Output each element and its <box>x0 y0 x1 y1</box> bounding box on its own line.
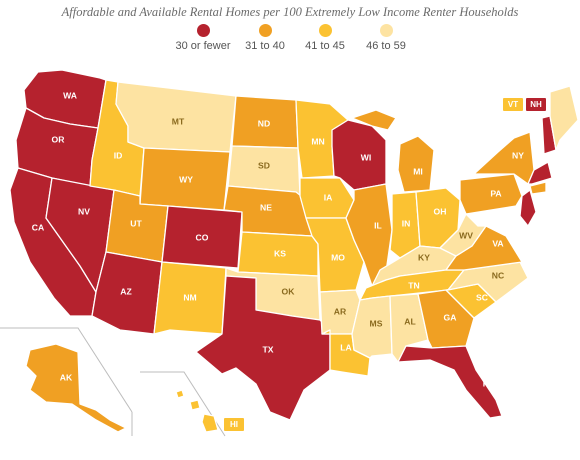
state-label-al: AL <box>404 316 415 326</box>
state-label-nc: NC <box>492 270 504 280</box>
state-label-nm: NM <box>183 292 196 302</box>
legend: 30 or fewer 31 to 40 41 to 45 46 to 59 <box>0 24 580 60</box>
state-label-la: LA <box>340 342 351 352</box>
state-label-wi: WI <box>361 152 372 162</box>
state-ks[interactable] <box>237 231 319 277</box>
tag-nh-label: NH <box>530 100 542 109</box>
state-label-ok: OK <box>282 286 296 296</box>
state-label-wy: WY <box>179 174 193 184</box>
state-label-mo: MO <box>331 252 345 262</box>
tag-nh: NH <box>526 98 546 111</box>
state-label-ar: AR <box>334 306 347 316</box>
state-label-ia: IA <box>324 192 333 202</box>
state-label-il: IL <box>374 220 382 230</box>
state-label-ms: MS <box>370 318 383 328</box>
state-label-ca: CA <box>32 222 44 232</box>
state-label-fl: FL <box>483 378 494 388</box>
state-label-ny: NY <box>512 150 524 160</box>
state-label-wa: WA <box>63 90 77 100</box>
legend-item-31-to-40: 31 to 40 <box>220 24 310 52</box>
state-label-va: VA <box>492 238 503 248</box>
state-label-ak: AK <box>60 372 73 382</box>
state-label-ks: KS <box>274 248 286 258</box>
state-label-co: CO <box>196 232 209 242</box>
inset-frame <box>0 327 226 437</box>
state-il[interactable] <box>345 183 393 287</box>
legend-label: 41 to 45 <box>305 40 345 52</box>
legend-swatch <box>196 24 210 37</box>
state-label-oh: OH <box>434 206 447 216</box>
state-label-wv: WV <box>459 230 473 240</box>
legend-label: 46 to 59 <box>366 40 406 52</box>
legend-label: 31 to 40 <box>245 40 285 52</box>
state-label-id: ID <box>114 150 123 160</box>
state-label-tx: TX <box>263 344 274 354</box>
state-label-tn: TN <box>408 280 419 290</box>
state-label-sc: SC <box>476 292 488 302</box>
state-label-mi: MI <box>413 166 423 176</box>
state-label-ne: NE <box>260 202 272 212</box>
tag-vt-label: VT <box>508 100 518 109</box>
state-ny[interactable] <box>473 131 535 185</box>
state-label-nv: NV <box>78 206 90 216</box>
state-ma-area[interactable] <box>527 161 553 185</box>
legend-swatch <box>258 24 272 37</box>
state-label-nd: ND <box>258 118 270 128</box>
legend-item-41-to-45: 41 to 45 <box>280 24 370 52</box>
legend-swatch <box>318 24 332 37</box>
state-label-pa: PA <box>490 188 501 198</box>
state-label-ga: GA <box>444 312 457 322</box>
legend-item-46-to-59: 46 to 59 <box>341 24 431 52</box>
tag-vt: VT <box>503 98 523 111</box>
state-label-or: OR <box>52 134 66 144</box>
state-label-sd: SD <box>258 160 270 170</box>
state-me[interactable] <box>549 85 579 151</box>
state-label-ky: KY <box>418 252 430 262</box>
state-label-az: AZ <box>120 286 131 296</box>
legend-swatch <box>379 24 393 37</box>
state-label-mn: MN <box>311 136 324 146</box>
state-ak[interactable] <box>25 343 127 433</box>
state-labels: WA OR CA NV ID MT WY UT AZ CO NM ND SD NE KS OK TX MN IA MO… <box>32 90 524 388</box>
map-title: Affordable and Available Rental Homes pe… <box>61 5 519 19</box>
state-ct-area[interactable] <box>529 181 547 195</box>
state-nm[interactable] <box>153 261 227 335</box>
state-label-ut: UT <box>130 218 142 228</box>
state-fl[interactable] <box>397 345 503 419</box>
legend-item-30-or-fewer: 30 or fewer <box>158 24 248 52</box>
state-wv[interactable] <box>439 213 487 257</box>
legend-label: 30 or fewer <box>175 40 231 52</box>
state-hi[interactable] <box>175 389 219 433</box>
state-tx[interactable] <box>195 275 331 421</box>
state-label-mt: MT <box>172 116 185 126</box>
state-nj[interactable] <box>519 189 537 227</box>
state-label-in: IN <box>402 218 411 228</box>
tag-hi: HI <box>224 418 244 431</box>
tag-hi-label: HI <box>230 420 238 429</box>
